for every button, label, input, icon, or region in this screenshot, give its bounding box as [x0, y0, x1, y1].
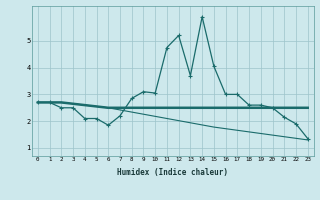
- X-axis label: Humidex (Indice chaleur): Humidex (Indice chaleur): [117, 168, 228, 177]
